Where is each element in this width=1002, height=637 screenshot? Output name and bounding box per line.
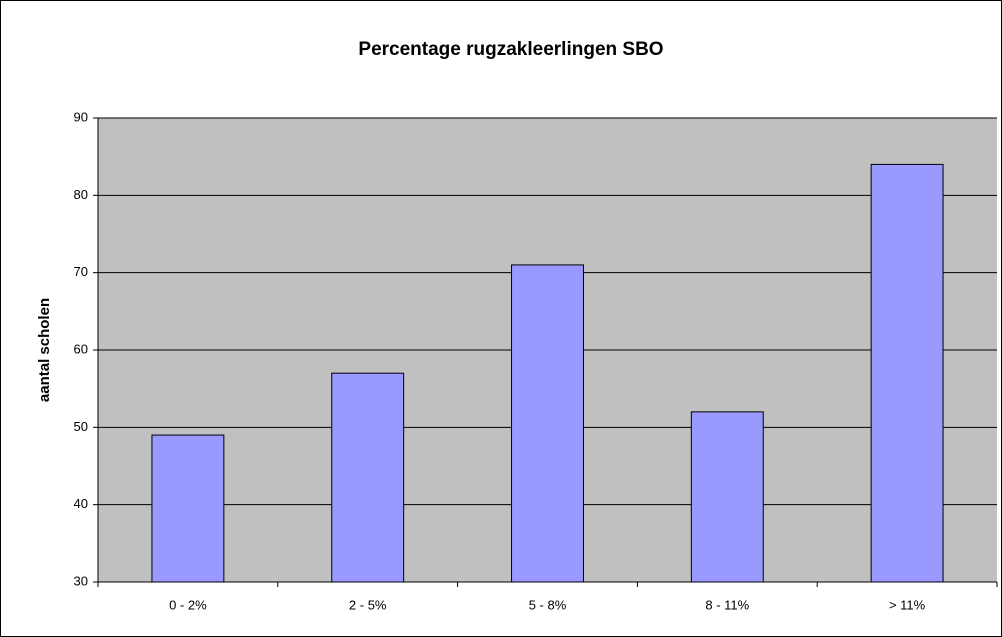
y-tick-label: 60 [74,341,88,356]
x-tick-label: 2 - 5% [349,597,387,612]
x-tick-label: 8 - 11% [705,597,749,612]
bar [511,264,584,583]
x-tick-label: 5 - 8% [529,597,567,612]
bar [690,411,764,583]
y-tick-label: 70 [74,264,88,279]
x-tick-label: > 11% [889,597,926,612]
bar [151,434,225,583]
chart-title: Percentage rugzakleerlingen SBO [358,39,663,60]
y-tick-label: 90 [74,109,88,124]
y-tick-label: 80 [74,187,88,202]
x-tick-label: 0 - 2% [169,597,207,612]
bar [870,163,944,583]
bar [331,372,405,583]
y-tick-label: 40 [74,496,88,511]
y-tick-label: 30 [74,573,88,588]
y-tick-label: 50 [74,419,88,434]
y-axis-label: aantal scholen [36,298,53,402]
